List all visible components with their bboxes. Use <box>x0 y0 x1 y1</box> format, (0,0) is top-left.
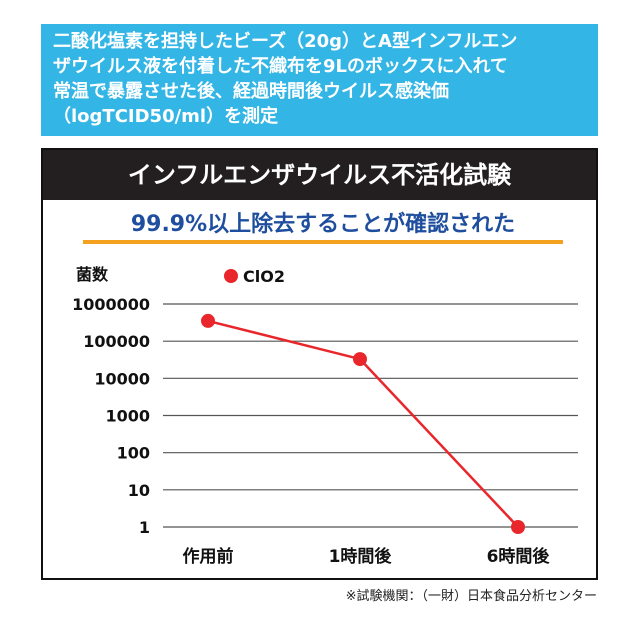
y-tick-label: 1000 <box>105 407 150 426</box>
gridlines <box>163 303 578 528</box>
series-line <box>207 319 519 528</box>
data-point <box>201 313 215 328</box>
description-line: 二酸化塩素を担持したビーズ（20g）とA型インフルエン <box>53 31 518 52</box>
headline-underline <box>83 240 563 244</box>
data-point <box>511 520 525 534</box>
description-line: 常温で暴露させた後、経過時間後ウイルス感染価 <box>53 81 449 102</box>
legend-label: ClO2 <box>243 267 285 286</box>
chart-panel: インフルエンザウイルス不活化試験 99.9%以上除去することが確認された <box>41 148 598 580</box>
y-tick-label: 10 <box>128 481 150 500</box>
x-tick-label: 1時間後 <box>329 546 393 567</box>
panel-title: インフルエンザウイルス不活化試験 <box>43 150 596 200</box>
y-tick-label: 1000000 <box>72 295 150 314</box>
y-tick-label: 1 <box>139 518 150 537</box>
y-axis-ticks: 1000000 100000 10000 1000 100 10 1 <box>72 295 150 537</box>
y-tick-label: 100 <box>117 444 150 463</box>
description-line: ザウイルス液を付着した不織布を9Lのボックスに入れて <box>53 56 508 77</box>
result-headline: 99.9%以上除去することが確認された <box>130 212 516 237</box>
description-line: （logTCID50/ml）を測定 <box>53 106 279 127</box>
x-tick-label: 作用前 <box>183 546 234 567</box>
data-point <box>353 352 367 367</box>
test-description: 二酸化塩素を担持したビーズ（20g）とA型インフルエン ザウイルス液を付着した不… <box>41 24 598 136</box>
source-note: ※試験機関：（一財）日本食品分析センター <box>345 589 597 604</box>
legend-marker <box>224 269 238 283</box>
series-clo2 <box>201 313 525 534</box>
x-tick-label: 6時間後 <box>487 546 551 567</box>
y-tick-label: 100000 <box>83 332 150 351</box>
y-tick-label: 10000 <box>94 369 150 388</box>
y-axis-label: 菌数 <box>76 265 109 284</box>
legend: ClO2 <box>224 267 285 286</box>
x-axis-ticks: 作用前 1時間後 6時間後 <box>183 546 551 567</box>
